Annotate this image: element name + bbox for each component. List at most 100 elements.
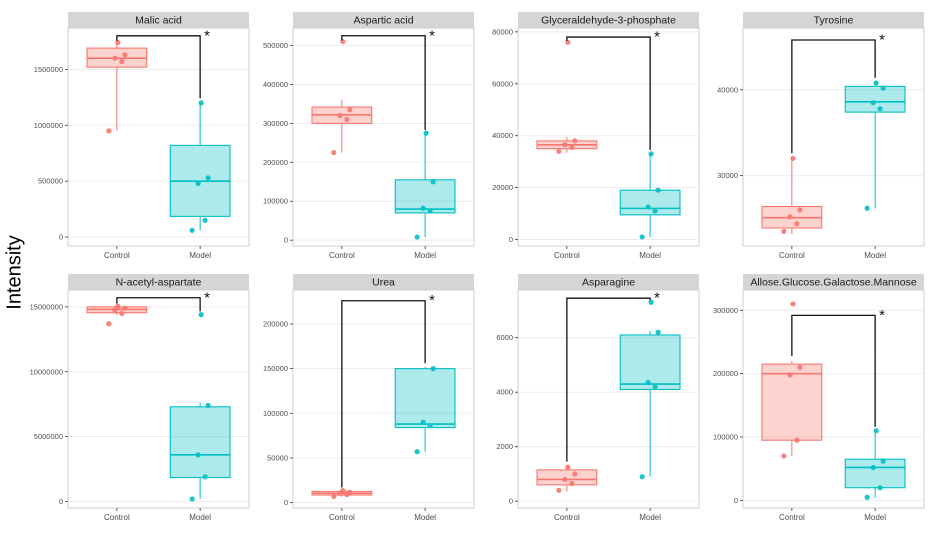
y-tick-label: 400000 — [263, 80, 288, 89]
data-point — [562, 476, 568, 482]
significance-star: * — [204, 27, 210, 44]
data-point — [202, 474, 208, 480]
data-point — [347, 489, 353, 495]
x-tick-label-model: Model — [414, 251, 436, 260]
panel-title: Malic acid — [135, 15, 182, 27]
x-axis: Control Model — [554, 246, 661, 260]
facet-strip: Glyceraldehyde-3-phosphate — [518, 12, 699, 28]
y-tick-label: 0 — [59, 497, 63, 506]
significance-bracket: * — [791, 32, 885, 154]
panel-area — [67, 27, 250, 247]
y-tick-label: 0 — [509, 497, 513, 506]
y-tick-label: 1500000 — [34, 65, 63, 74]
data-point — [119, 310, 125, 316]
box-control — [761, 363, 823, 441]
points-model — [414, 130, 436, 240]
points-control — [106, 39, 128, 134]
y-axis: 0 100000 200000 300000 400000 500000 — [263, 41, 293, 245]
y-tick-label: 500000 — [263, 41, 288, 50]
facet-panel-n-acetyl-aspartate: N-acetyl-aspartate 0 5000000 10000000 150000… — [30, 274, 255, 532]
significance-bracket: * — [116, 289, 210, 312]
boxplot-model — [844, 81, 906, 209]
y-tick-label: 0 — [284, 236, 288, 245]
gridlines — [743, 89, 924, 177]
panel-area — [292, 289, 475, 509]
boxplot-svg: Allose.Glucose.Galactose.Mannose 0 100000 2… — [713, 274, 925, 522]
y-axis-title-column: Intensity — [0, 0, 30, 545]
data-point — [565, 464, 571, 470]
significance-bracket: * — [566, 29, 660, 150]
points-model — [864, 428, 886, 500]
gridlines — [743, 309, 924, 501]
data-point — [648, 299, 654, 305]
data-point — [787, 372, 793, 378]
boxplot-svg: Malic acid 0 500000 1000000 1500000 Control Mo… — [34, 12, 250, 260]
y-tick-label: 80000 — [492, 27, 513, 36]
facet-panel-tyrosine: Tyrosine 30000 40000 Control Model * — [705, 12, 930, 270]
significance-star: * — [654, 29, 660, 46]
panel-area — [517, 289, 700, 509]
significance-star: * — [204, 289, 210, 306]
boxplot-model — [169, 102, 231, 231]
data-point — [420, 205, 426, 211]
y-axis-title: Intensity — [3, 235, 26, 310]
y-tick-label: 50000 — [267, 453, 288, 462]
facet-panel-urea: Urea 0 50000 100000 150000 200000 Control Model… — [255, 274, 480, 532]
y-axis: 30000 40000 — [717, 85, 743, 180]
data-point — [880, 458, 886, 464]
boxplot-model — [844, 430, 906, 498]
x-tick-label-model: Model — [864, 251, 886, 260]
x-tick-label-model: Model — [414, 513, 436, 522]
boxplot-model — [394, 366, 456, 452]
data-point — [106, 128, 112, 134]
facet-grid: Malic acid 0 500000 1000000 1500000 Control Mo… — [30, 0, 930, 545]
data-point — [877, 106, 883, 112]
y-tick-label: 0 — [509, 235, 513, 244]
data-point — [870, 464, 876, 471]
data-point — [648, 151, 654, 157]
y-tick-label: 300000 — [713, 306, 738, 315]
points-control — [781, 155, 803, 235]
panel-title: Tyrosine — [814, 15, 854, 27]
x-tick-label-control: Control — [104, 251, 130, 260]
y-tick-label: 0 — [59, 233, 63, 242]
facet-strip: Asparagine — [518, 274, 699, 290]
boxplot-svg: Tyrosine 30000 40000 Control Model * — [717, 12, 925, 260]
data-point — [106, 321, 112, 327]
x-tick-label-model: Model — [639, 251, 661, 260]
y-tick-label: 100000 — [263, 197, 288, 206]
data-point — [877, 485, 883, 491]
boxplot-model — [619, 330, 681, 477]
points-model — [639, 299, 661, 480]
facet-panel-asparagine: Asparagine 0 2000 4000 6000 Control Model * — [480, 274, 705, 532]
y-tick-label: 40000 — [717, 85, 738, 94]
data-point — [122, 52, 128, 58]
points-model — [189, 312, 211, 502]
points-model — [189, 100, 211, 233]
y-tick-label: 60000 — [492, 79, 513, 88]
data-point — [790, 155, 796, 162]
panel-area — [517, 27, 700, 247]
points-model — [414, 366, 436, 455]
panel-title: Allose.Glucose.Galactose.Mannose — [750, 277, 916, 289]
significance-star: * — [879, 32, 885, 49]
y-tick-label: 0 — [284, 498, 288, 507]
boxplot-svg: Asparagine 0 2000 4000 6000 Control Model * — [496, 274, 700, 522]
panel-area — [742, 289, 925, 509]
significance-bracket: * — [566, 290, 660, 462]
y-tick-label: 5000000 — [34, 432, 63, 441]
data-point — [430, 179, 436, 185]
x-tick-label-control: Control — [554, 251, 580, 260]
points-control — [331, 487, 353, 499]
data-point — [645, 380, 651, 386]
points-control — [556, 464, 578, 493]
data-point — [873, 80, 879, 86]
data-point — [414, 449, 420, 455]
significance-star: * — [879, 307, 885, 324]
data-point — [562, 142, 568, 148]
significance-bracket: * — [341, 292, 435, 488]
significance-bracket: * — [116, 27, 210, 99]
boxplot-svg: Aspartic acid 0 100000 200000 300000 400000 50… — [263, 12, 475, 260]
points-control — [781, 301, 803, 459]
data-point — [337, 112, 343, 119]
